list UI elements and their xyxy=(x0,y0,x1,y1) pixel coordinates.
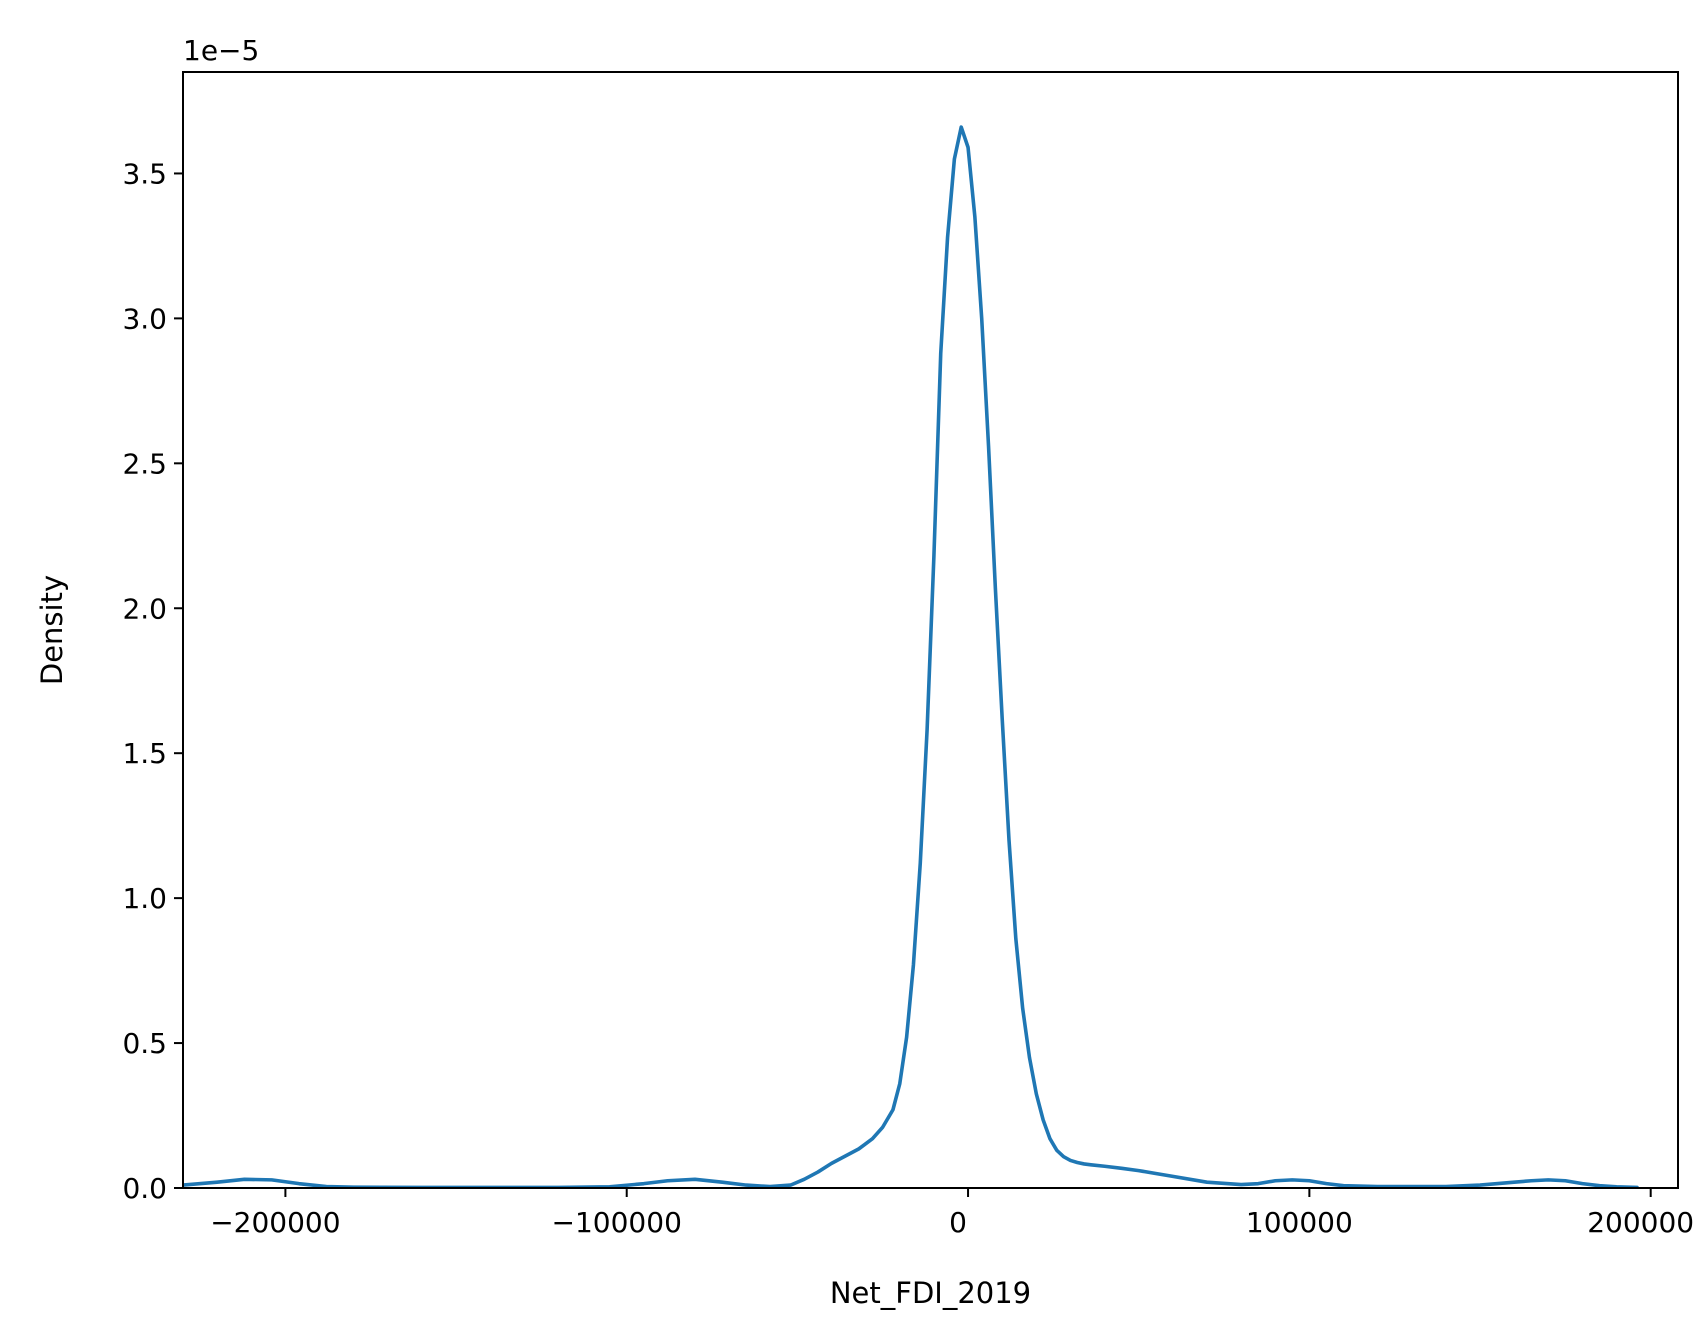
x-tick-label: −100000 xyxy=(552,1206,682,1239)
y-tick-label: 2.5 xyxy=(122,447,167,480)
x-tick-label: −200000 xyxy=(210,1206,340,1239)
y-tick-label: 3.5 xyxy=(122,157,167,190)
y-tick-label: 1.5 xyxy=(122,737,167,770)
plot-layer xyxy=(183,125,1639,1188)
y-axis-label: Density xyxy=(35,575,69,685)
y-tick-label: 1.0 xyxy=(122,882,167,915)
y-tick-label: 2.0 xyxy=(122,592,167,625)
y-tick-label: 3.0 xyxy=(122,302,167,335)
y-axis: 0.0 0.5 1.0 1.5 2.0 2.5 3.0 3.5 xyxy=(122,157,183,1205)
y-tick-label: 0.0 xyxy=(122,1172,167,1205)
y-offset-label: 1e−5 xyxy=(183,34,259,67)
x-axis: −200000 −100000 0 100000 200000 xyxy=(210,1188,1694,1239)
x-tick-label: 100000 xyxy=(1246,1206,1353,1239)
axes-frame xyxy=(182,71,1679,1189)
x-tick-label: 200000 xyxy=(1587,1206,1694,1239)
x-tick-label: 0 xyxy=(949,1206,967,1239)
density-line-0 xyxy=(183,125,1639,1188)
y-tick-label: 0.5 xyxy=(122,1027,167,1060)
x-axis-label: Net_FDI_2019 xyxy=(830,1276,1031,1310)
